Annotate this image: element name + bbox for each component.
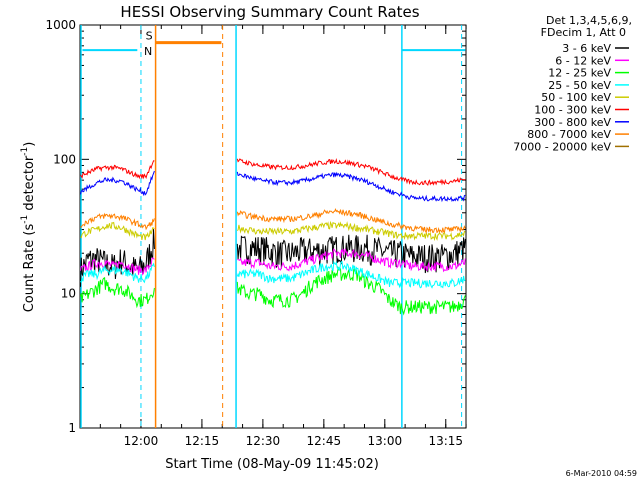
x-tick-label: 13:00 — [368, 434, 403, 448]
series-line — [80, 221, 155, 241]
series-line — [80, 262, 155, 284]
night-marker-label: N — [144, 45, 152, 58]
y-axis-label-end: ) — [22, 142, 37, 147]
series-line — [236, 171, 466, 203]
attenuator-markers: NS — [80, 25, 466, 428]
legend-label: 300 - 800 keV — [534, 116, 611, 129]
x-tick-label: 12:30 — [246, 434, 281, 448]
series-line — [236, 158, 466, 187]
series-line — [236, 260, 466, 289]
plot-frame — [79, 24, 467, 429]
legend-label: 100 - 300 keV — [534, 104, 611, 117]
series-line — [237, 247, 466, 273]
series-line — [236, 266, 466, 316]
legend-label: 25 - 50 keV — [548, 79, 611, 92]
series-lines — [80, 158, 466, 316]
legend-label: 12 - 25 keV — [548, 67, 611, 80]
legend-label: 7000 - 20000 keV — [513, 140, 611, 153]
series-line — [80, 212, 155, 231]
series-line — [236, 220, 466, 242]
chart-title: HESSI Observing Summary Count Rates — [120, 3, 419, 21]
series-line — [80, 276, 155, 309]
y-axis-label-mid: detector — [22, 155, 37, 215]
x-tick-label: 12:45 — [307, 434, 342, 448]
series-line — [80, 170, 155, 197]
saa-marker-label: S — [146, 29, 153, 42]
series-line — [236, 234, 466, 274]
series-line — [236, 207, 466, 234]
legend-label: 800 - 7000 keV — [527, 128, 611, 141]
x-tick-label: 12:15 — [185, 434, 220, 448]
x-axis-label: Start Time (08-May-09 11:45:02) — [165, 457, 379, 472]
y-axis-label-sup1: -1 — [20, 215, 30, 224]
legend-label: 3 - 6 keV — [562, 42, 611, 55]
legend: Det 1,3,4,5,6,9, FDecim 1, Att 0 3 - 6 k… — [513, 14, 632, 153]
y-tick-label: 100 — [53, 152, 76, 166]
series-line — [80, 229, 155, 287]
x-tick-label: 13:15 — [428, 434, 463, 448]
legend-label: 50 - 100 keV — [541, 91, 611, 104]
y-axis: 1 10 100 1000 — [45, 18, 466, 435]
footer-stamp: 6-Mar-2010 04:59 — [566, 469, 637, 478]
y-tick-label: 1000 — [45, 18, 76, 32]
series-line — [80, 160, 155, 180]
legend-label: 6 - 12 keV — [555, 54, 611, 67]
legend-header-line-2: FDecim 1, Att 0 — [541, 26, 626, 39]
y-axis-label-main: Count Rate (s — [22, 224, 37, 313]
y-axis-label: Count Rate (s-1 detector-1) — [20, 142, 37, 313]
y-axis-label-sup2: -1 — [20, 147, 30, 156]
x-tick-label: 12:00 — [124, 434, 159, 448]
y-tick-label: 10 — [61, 287, 76, 301]
y-tick-label: 1 — [68, 421, 76, 435]
legend-header-line-1: Det 1,3,4,5,6,9, — [546, 14, 632, 27]
x-axis: 12:00 12:15 12:30 12:45 13:00 13:15 — [79, 25, 467, 448]
